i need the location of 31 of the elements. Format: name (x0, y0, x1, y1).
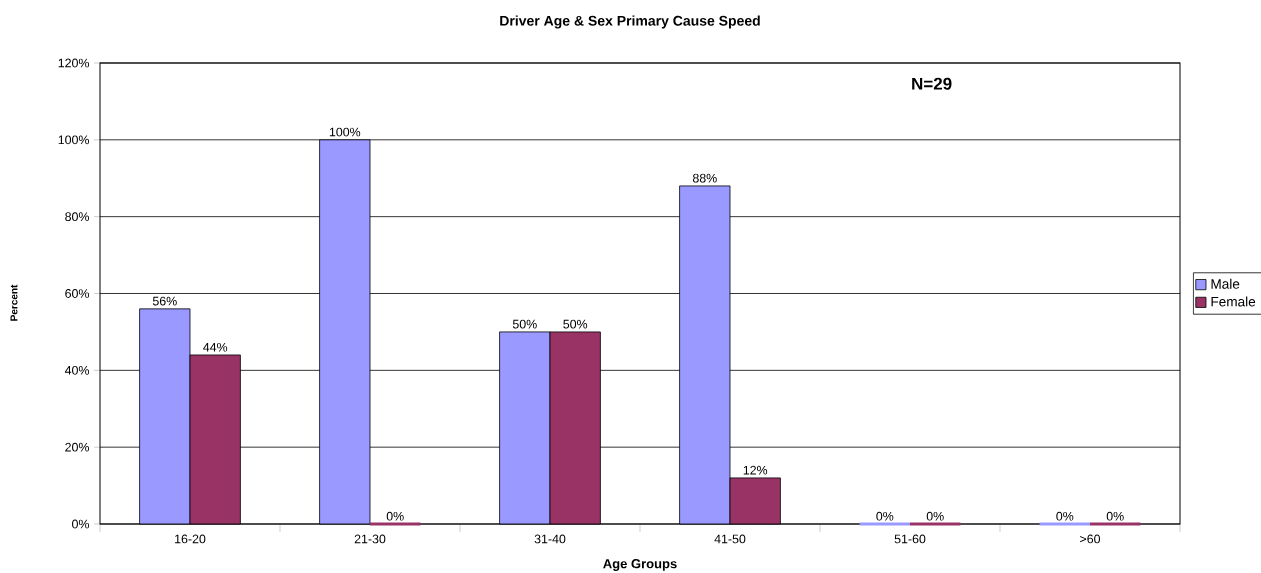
y-tick-label: 60% (65, 289, 90, 298)
data-label: 50% (563, 319, 588, 329)
x-tick-label: 21-30 (354, 534, 386, 544)
data-label: 50% (512, 319, 537, 329)
data-label: 0% (1106, 511, 1124, 521)
legend-label: Male (1211, 278, 1240, 289)
x-tick-label: 31-40 (534, 534, 566, 544)
data-label: 0% (1056, 511, 1074, 521)
y-tick-label: 120% (58, 58, 90, 68)
x-tick-label: 16-20 (175, 534, 206, 544)
data-label: 0% (386, 511, 404, 521)
y-tick-label: 80% (65, 212, 90, 222)
x-tick-label: 41-50 (714, 534, 746, 544)
data-label: 100% (329, 127, 361, 137)
y-tick-label: 40% (64, 365, 90, 375)
y-axis-title: Percent (10, 284, 18, 321)
x-tick-label: 51-60 (894, 534, 926, 544)
data-label: 12% (743, 465, 768, 475)
data-label: 0% (876, 511, 894, 521)
y-tick-label: 100% (58, 135, 90, 145)
legend-label: Female (1211, 296, 1256, 307)
chart-title: Driver Age & Sex Primary Cause Speed (500, 15, 760, 29)
data-label: 88% (692, 173, 717, 183)
x-tick-label: >60 (1080, 534, 1101, 544)
x-axis-title: Age Groups (603, 559, 677, 571)
y-tick-label: 0% (72, 519, 90, 529)
annotation: N=29 (912, 77, 952, 90)
data-label: 0% (926, 511, 944, 521)
y-tick-label: 20% (65, 442, 90, 452)
data-label: 56% (152, 296, 177, 306)
data-label: 44% (203, 342, 228, 352)
